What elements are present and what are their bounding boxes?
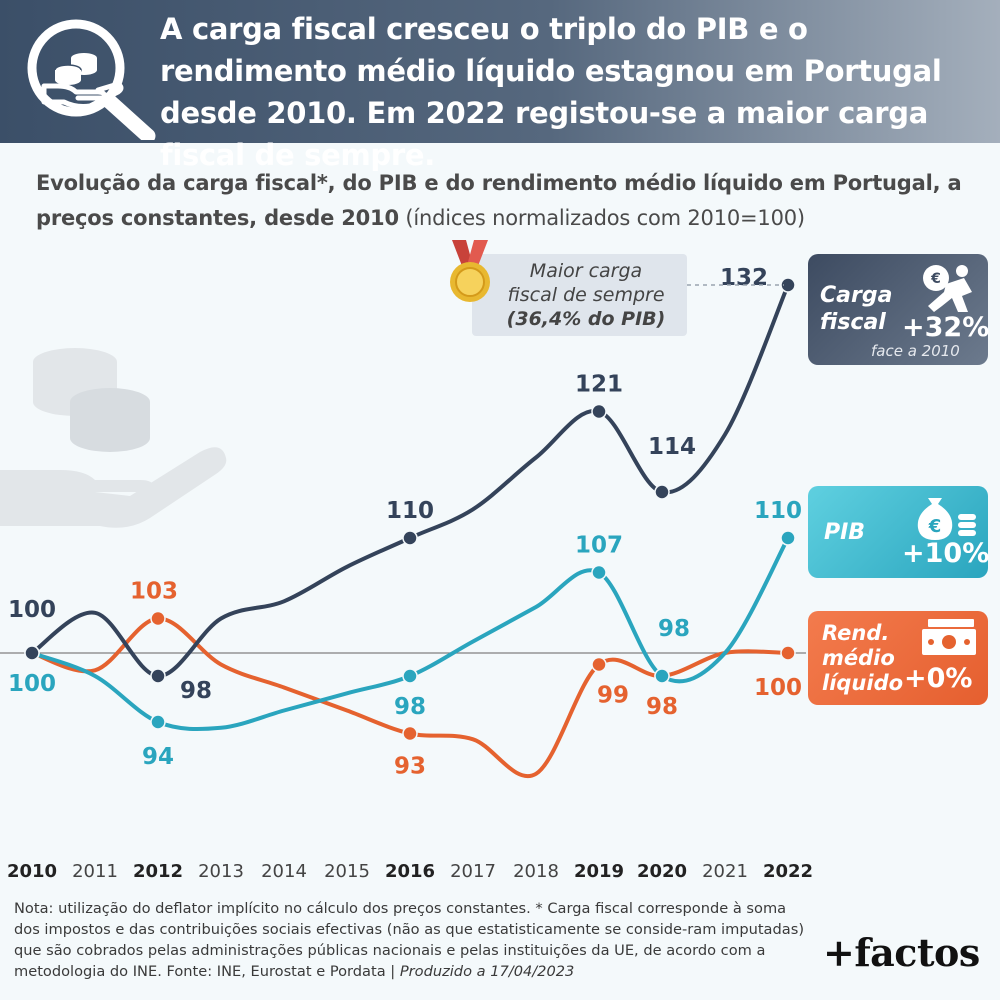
data-label-pib-2012: 94 [142,744,174,770]
coins-hand-background-icon [0,348,227,528]
data-label-pib-2019: 107 [575,533,623,559]
data-label-pib-2020: 98 [658,616,690,642]
banknotes-icon [922,619,976,655]
badge-carga-note: face a 2010 [871,342,960,360]
badge-pib-name: PIB [824,520,866,545]
money-bag-coins-icon: € [917,498,976,540]
record-callout-text: Maior carga fiscal de sempre (36,4% do P… [486,259,686,331]
badge-rend-line3: líquido [822,671,904,695]
x-tick-2017: 2017 [450,861,496,882]
footnote: Nota: utilização do deflator implícito n… [14,898,814,982]
point-rendimento-2019 [591,656,607,673]
point-rendimento-2016 [402,725,418,742]
data-label-rendimento-2022: 100 [754,675,802,701]
record-callout-line2: fiscal de sempre [507,284,665,306]
header-title: A carga fiscal cresceu o triplo do PIB e… [160,12,942,172]
badge-pib-pct: +10% [902,538,990,569]
badge-carga-pct: +32% [902,312,990,343]
point-pib-2016 [402,668,418,684]
chart-subtitle-bold: Evolução da carga fiscal*, do PIB e do r… [36,171,962,230]
footnote-text: Nota: utilização do deflator implícito n… [14,900,805,980]
chart-subtitle: Evolução da carga fiscal*, do PIB e do r… [36,166,996,236]
badge-carga-fiscal: Carga fiscal € +32% face a 2010 [808,254,990,365]
data-label-carga-fiscal-2020: 114 [648,434,696,460]
x-tick-2019: 2019 [574,861,624,882]
x-tick-2022: 2022 [763,861,813,882]
data-label-carga-fiscal-2022: 132 [720,265,768,291]
footnote-produced: Produzido a 17/04/2023 [399,963,575,980]
record-callout: Maior carga fiscal de sempre (36,4% do P… [472,254,687,336]
badge-rend-line1: Rend. [822,621,890,645]
point-carga-fiscal-2019 [591,403,607,420]
badge-carga-line2: fiscal [820,310,886,335]
data-label-carga-fiscal-2016: 110 [386,498,434,524]
x-tick-2013: 2013 [198,861,244,882]
data-label-rendimento-2012: 103 [130,579,178,605]
magnifier-coins-hand-icon [27,19,156,140]
x-tick-2011: 2011 [72,861,118,882]
point-pib-2012 [150,714,166,730]
record-callout-line1: Maior carga [529,260,643,282]
point-pib-2022 [780,530,796,546]
point-carga-fiscal-2020 [654,484,670,500]
badge-rend-name: Rend. médio líquido [822,621,903,696]
data-label-carga-fiscal-2019: 121 [575,372,623,398]
point-rendimento-2012 [150,610,166,627]
x-tick-2018: 2018 [513,861,559,882]
x-tick-2016: 2016 [385,861,435,882]
record-callout-line3: (36,4% do PIB) [506,308,666,330]
point-carga-fiscal-2022 [780,277,796,293]
data-label-carga-fiscal-2012: 98 [180,678,212,704]
svg-text:€: € [930,271,941,287]
data-label-rendimento-2016: 93 [394,754,426,780]
point-pib-2020 [654,668,670,684]
badge-rendimento: Rend. médio líquido +0% [808,611,988,705]
data-label-rendimento-2019: 99 [597,683,629,709]
badge-carga-name: Carga fiscal [820,282,892,336]
brand-logo: +factos [823,930,980,975]
data-label-pib-2022: 110 [754,498,802,524]
badge-rend-line2: médio [822,646,895,670]
chart-subtitle-normal: (índices normalizados com 2010=100) [398,206,805,230]
point-carga-fiscal-2010 [24,645,40,661]
data-label-rendimento-2020: 98 [646,694,678,720]
point-pib-2019 [591,564,607,581]
badge-pib: PIB € +10% [808,486,990,578]
point-carga-fiscal-2012 [150,668,166,684]
data-label-pib-2010: 100 [8,671,56,697]
x-tick-2010: 2010 [7,861,57,882]
x-tick-2012: 2012 [133,861,183,882]
point-carga-fiscal-2016 [402,530,418,546]
badge-rend-pct: +0% [904,663,973,694]
tax-burden-person-icon: € [923,265,972,312]
data-label-pib-2016: 98 [394,694,426,720]
badge-carga-line1: Carga [820,283,893,308]
medal-icon [450,240,490,302]
x-tick-2015: 2015 [324,861,370,882]
svg-text:€: € [928,516,942,537]
x-tick-2014: 2014 [261,861,307,882]
point-rendimento-2022 [780,645,796,661]
x-tick-2021: 2021 [702,861,748,882]
data-label-carga-fiscal-2010: 100 [8,597,56,623]
x-tick-2020: 2020 [637,861,687,882]
header-banner: A carga fiscal cresceu o triplo do PIB e… [0,0,1000,172]
